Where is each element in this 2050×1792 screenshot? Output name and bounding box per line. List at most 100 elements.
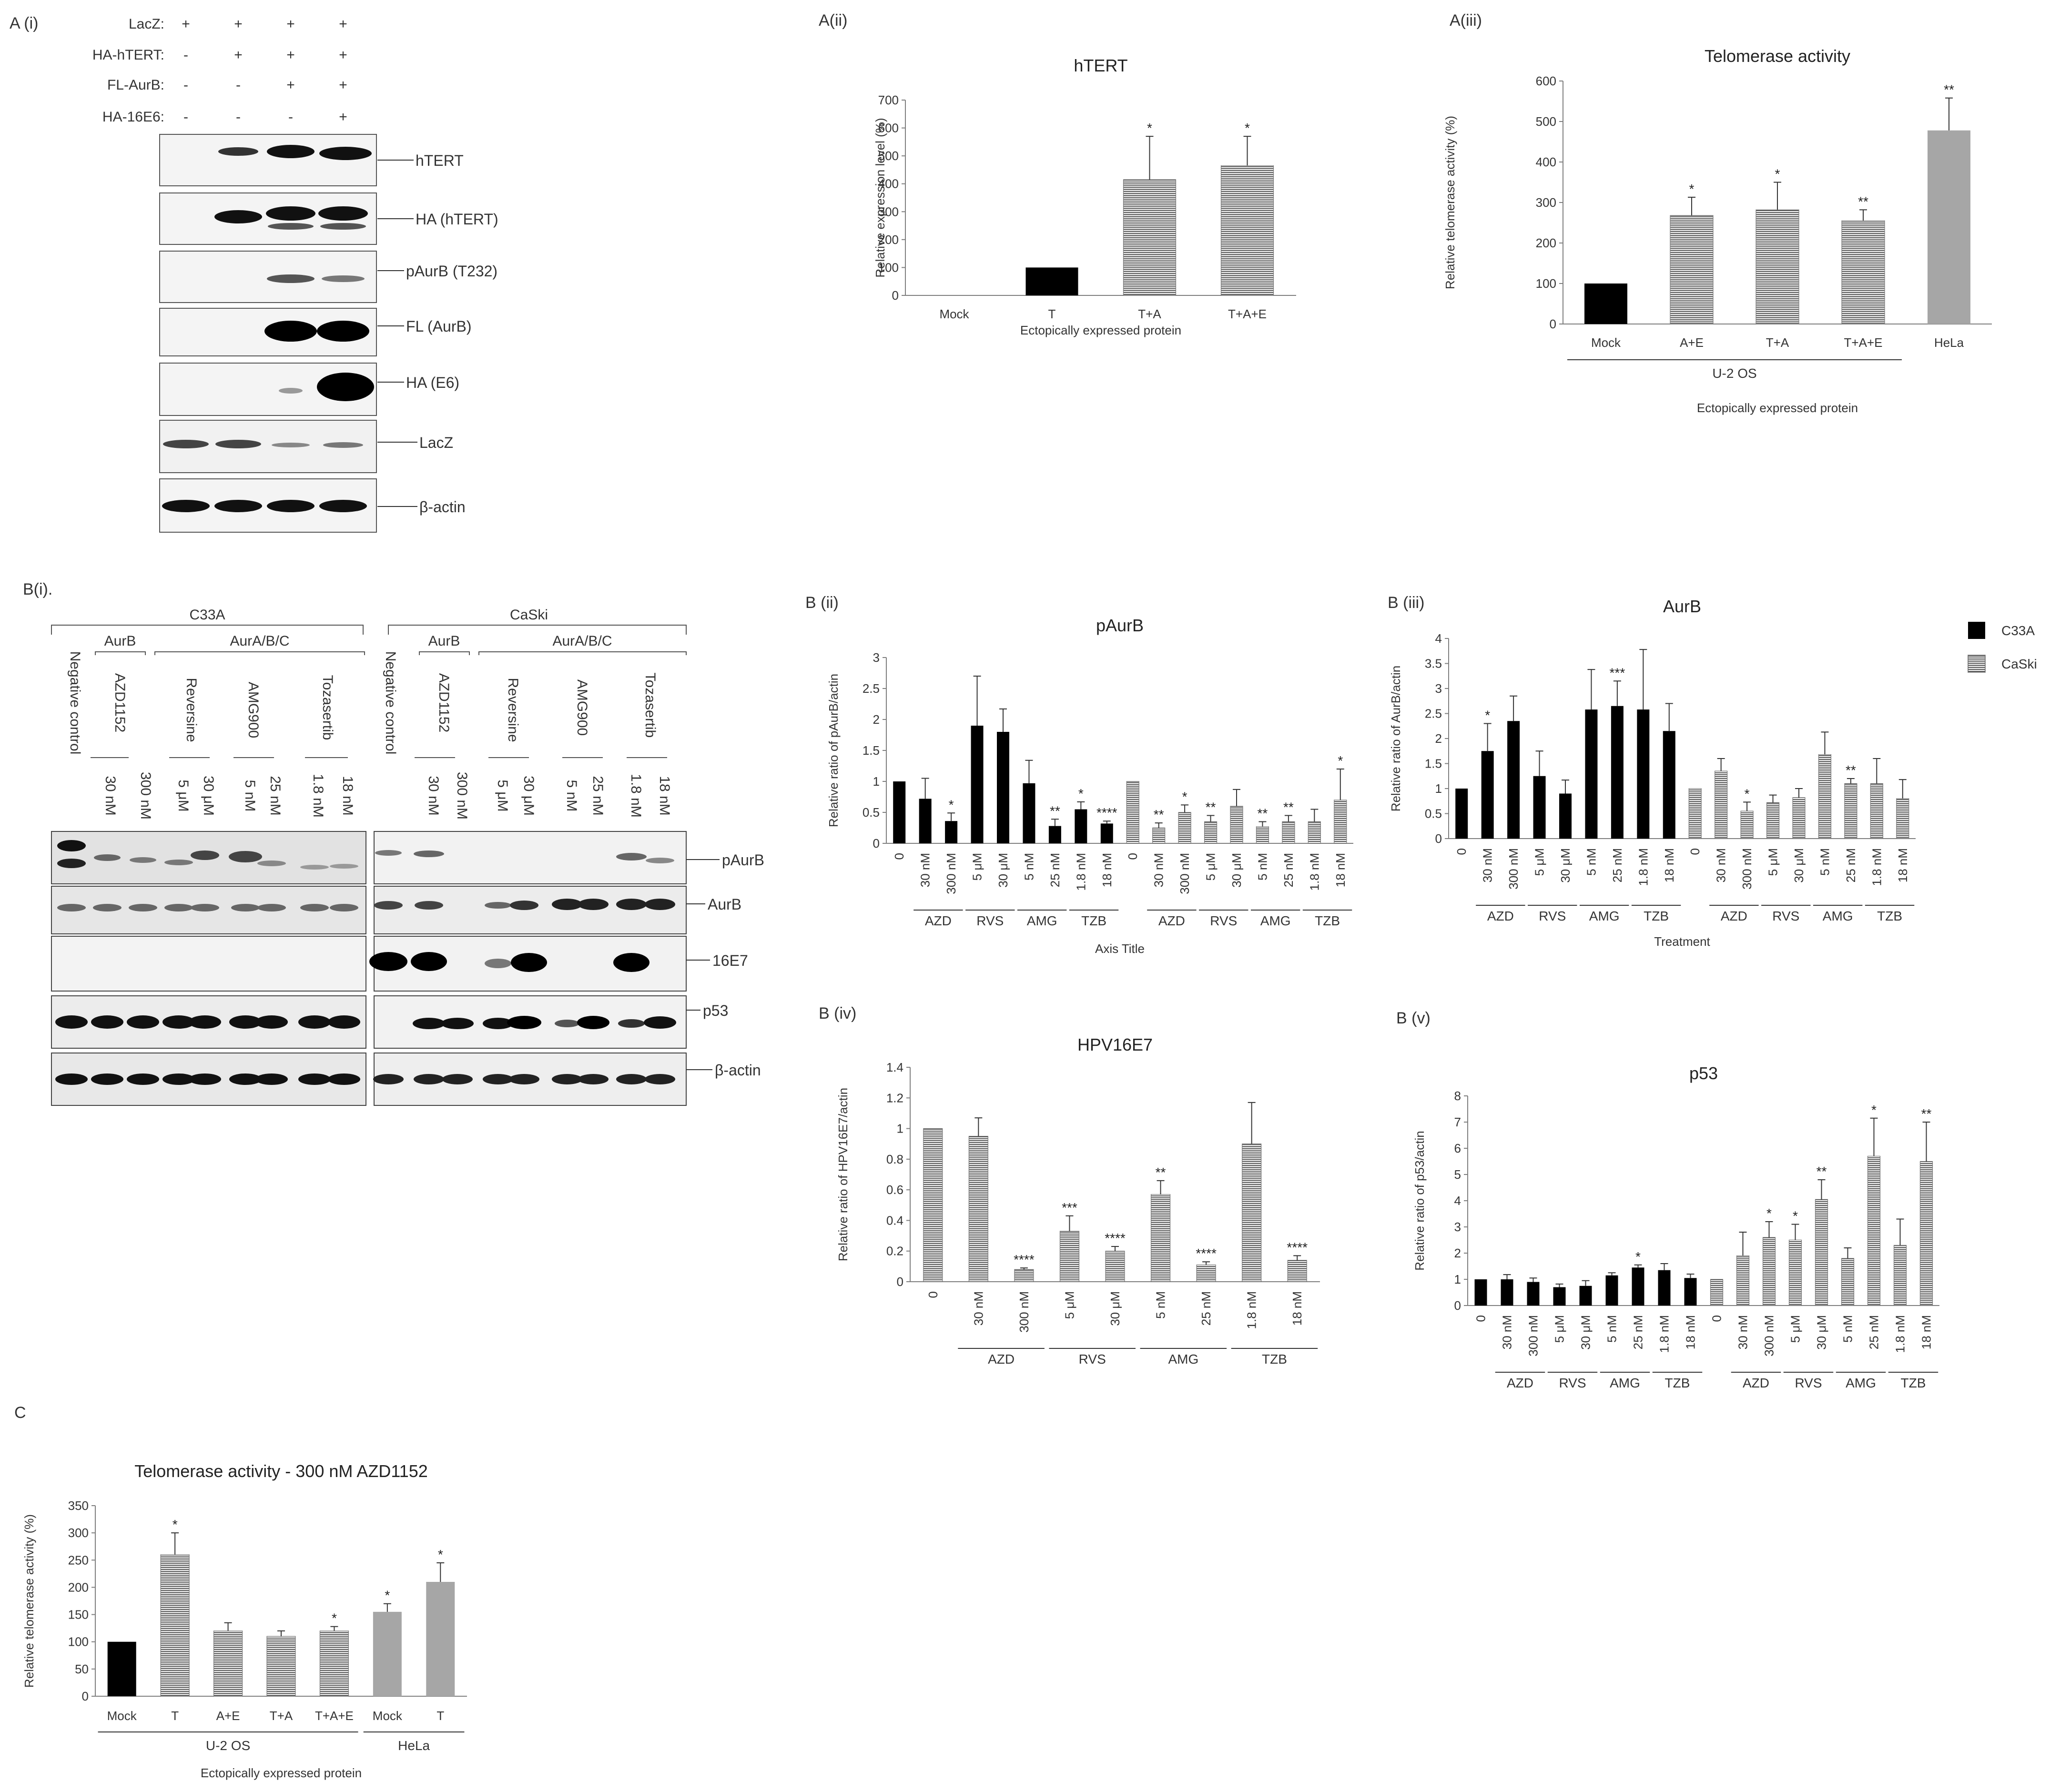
chart-aurb: AurB 0 0.5 1 1.5 2 2.5 3 3.5 4 Relative ratio of A… bbox=[1389, 597, 1916, 949]
chart-title: pAurB bbox=[1096, 616, 1144, 635]
lane-label: 5 nM bbox=[564, 780, 579, 812]
significance-marker: **** bbox=[1196, 1246, 1217, 1261]
lane-label: 25 nM bbox=[590, 776, 606, 815]
y-tick-label: 600 bbox=[878, 121, 899, 135]
y-tick-label: 1.5 bbox=[863, 743, 880, 758]
x-tick-label: 0 bbox=[1474, 1315, 1488, 1322]
y-tick-label: 2 bbox=[873, 712, 880, 727]
group-label: TZB bbox=[1644, 909, 1669, 923]
bar bbox=[1559, 793, 1572, 839]
x-tick-label: Mock bbox=[939, 307, 969, 321]
lane-label: 30 nM bbox=[102, 776, 118, 815]
band-label: hTERT bbox=[416, 152, 464, 169]
drug-label: AMG900 bbox=[574, 679, 590, 736]
blot-a-strips bbox=[159, 134, 377, 533]
x-tick-label: 5 nM bbox=[1255, 853, 1269, 881]
legend-label-c33a: C33A bbox=[2001, 623, 2035, 638]
bar bbox=[919, 799, 932, 843]
bar bbox=[1242, 1144, 1262, 1282]
x-tick-label: HeLa bbox=[1934, 335, 1964, 350]
row-label-fl-aurb: FL-AurB: bbox=[107, 77, 164, 93]
x-tick-label: T bbox=[436, 1709, 444, 1723]
bar bbox=[1736, 1255, 1750, 1306]
group-label: AZD bbox=[1158, 913, 1185, 928]
y-tick-label: 1.4 bbox=[886, 1060, 903, 1074]
x-tick-label: 0 bbox=[1688, 848, 1702, 855]
bar bbox=[426, 1582, 455, 1696]
bar bbox=[1584, 283, 1627, 324]
legend-swatch-caski bbox=[1968, 655, 1986, 673]
group-label: AMG bbox=[1260, 913, 1291, 928]
y-tick-label: 600 bbox=[1536, 74, 1556, 88]
group-label: AMG bbox=[1610, 1376, 1640, 1390]
y-tick-label: 300 bbox=[878, 204, 899, 219]
bar bbox=[1605, 1275, 1618, 1306]
y-tick-label: 200 bbox=[1536, 236, 1556, 250]
significance-marker: *** bbox=[1610, 665, 1625, 680]
x-tick-label: 5 nM bbox=[1605, 1315, 1619, 1343]
y-tick-label: 4 bbox=[1435, 631, 1442, 646]
significance-marker: * bbox=[1775, 167, 1780, 182]
drug-label: AZD1152 bbox=[436, 673, 452, 733]
y-tick-label: 7 bbox=[1454, 1115, 1461, 1129]
significance-marker: * bbox=[438, 1547, 443, 1562]
y-tick-label: 150 bbox=[68, 1608, 89, 1622]
sign: + bbox=[182, 16, 190, 32]
significance-marker: * bbox=[1871, 1103, 1877, 1117]
bar bbox=[1150, 1194, 1171, 1282]
y-tick-label: 2.5 bbox=[863, 681, 880, 696]
bar bbox=[266, 1636, 296, 1697]
chart-title: hTERT bbox=[1074, 56, 1127, 75]
bar bbox=[1715, 770, 1728, 839]
chart-paurb: pAurB 0 0.5 1 1.5 2 2.5 3 Relative ratio of pAur… bbox=[826, 616, 1353, 956]
x-tick-label: 30 nM bbox=[1714, 848, 1728, 882]
sign: - bbox=[236, 77, 241, 93]
x-tick-label: 1.8 nM bbox=[1074, 853, 1088, 891]
lane-label: 18 nM bbox=[657, 776, 672, 815]
significance-marker: ** bbox=[1050, 803, 1060, 818]
x-tick-label: T+A+E bbox=[1844, 335, 1883, 350]
y-tick-label: 1 bbox=[873, 774, 880, 789]
band-label: pAurB bbox=[722, 851, 764, 869]
western-blot-b: C33A CaSki AurB AurA/B/C AurB AurA/B/C N… bbox=[51, 607, 764, 1106]
lane-label: 30 μM bbox=[201, 776, 216, 816]
bar bbox=[1553, 1287, 1566, 1306]
x-tick-label: 5 nM bbox=[1841, 1315, 1855, 1343]
x-tick-label: 300 nM bbox=[1740, 848, 1754, 890]
sign: + bbox=[339, 77, 347, 93]
legend-swatch-c33a bbox=[1968, 622, 1985, 639]
x-tick-label: 18 nM bbox=[1100, 853, 1114, 887]
lane-label: 5 μM bbox=[495, 780, 510, 811]
x-tick-label: 30 μM bbox=[1815, 1315, 1829, 1350]
bar bbox=[1658, 1270, 1671, 1306]
bar bbox=[1928, 130, 1970, 324]
y-tick-label: 2 bbox=[1435, 731, 1442, 746]
target-group: AurA/B/C bbox=[552, 633, 612, 649]
group-label: TZB bbox=[1665, 1376, 1690, 1390]
significance-marker: * bbox=[1078, 786, 1084, 801]
panel-label-bi: B(i). bbox=[23, 580, 53, 598]
bar bbox=[1204, 821, 1218, 844]
lane-label: 18 nM bbox=[340, 776, 355, 815]
bar bbox=[1893, 1245, 1907, 1306]
blot-b-strips bbox=[51, 831, 687, 1106]
x-tick-label: Mock bbox=[107, 1709, 137, 1723]
x-tick-label: 25 nM bbox=[1199, 1291, 1213, 1326]
bar bbox=[1919, 1161, 1933, 1306]
y-tick-label: 3.5 bbox=[1425, 657, 1442, 671]
sign: - bbox=[183, 77, 188, 93]
x-tick-label: 0 bbox=[1126, 853, 1140, 860]
x-tick-label: 5 μM bbox=[1062, 1291, 1076, 1319]
y-tick-label: 250 bbox=[68, 1553, 89, 1567]
x-tick-label: 30 μM bbox=[996, 853, 1010, 888]
row-label-ha-htert: HA-hTERT: bbox=[92, 47, 164, 63]
significance-marker: * bbox=[1338, 753, 1343, 768]
group-label: RVS bbox=[1539, 909, 1566, 923]
x-tick-label: 25 nM bbox=[1610, 848, 1624, 882]
significance-marker: ** bbox=[1921, 1106, 1932, 1121]
group-label: AZD bbox=[925, 913, 952, 928]
bar bbox=[1792, 797, 1806, 839]
y-tick-label: 500 bbox=[1536, 114, 1556, 129]
x-axis-label: Axis Title bbox=[1095, 942, 1145, 956]
y-tick-label: 200 bbox=[878, 233, 899, 247]
